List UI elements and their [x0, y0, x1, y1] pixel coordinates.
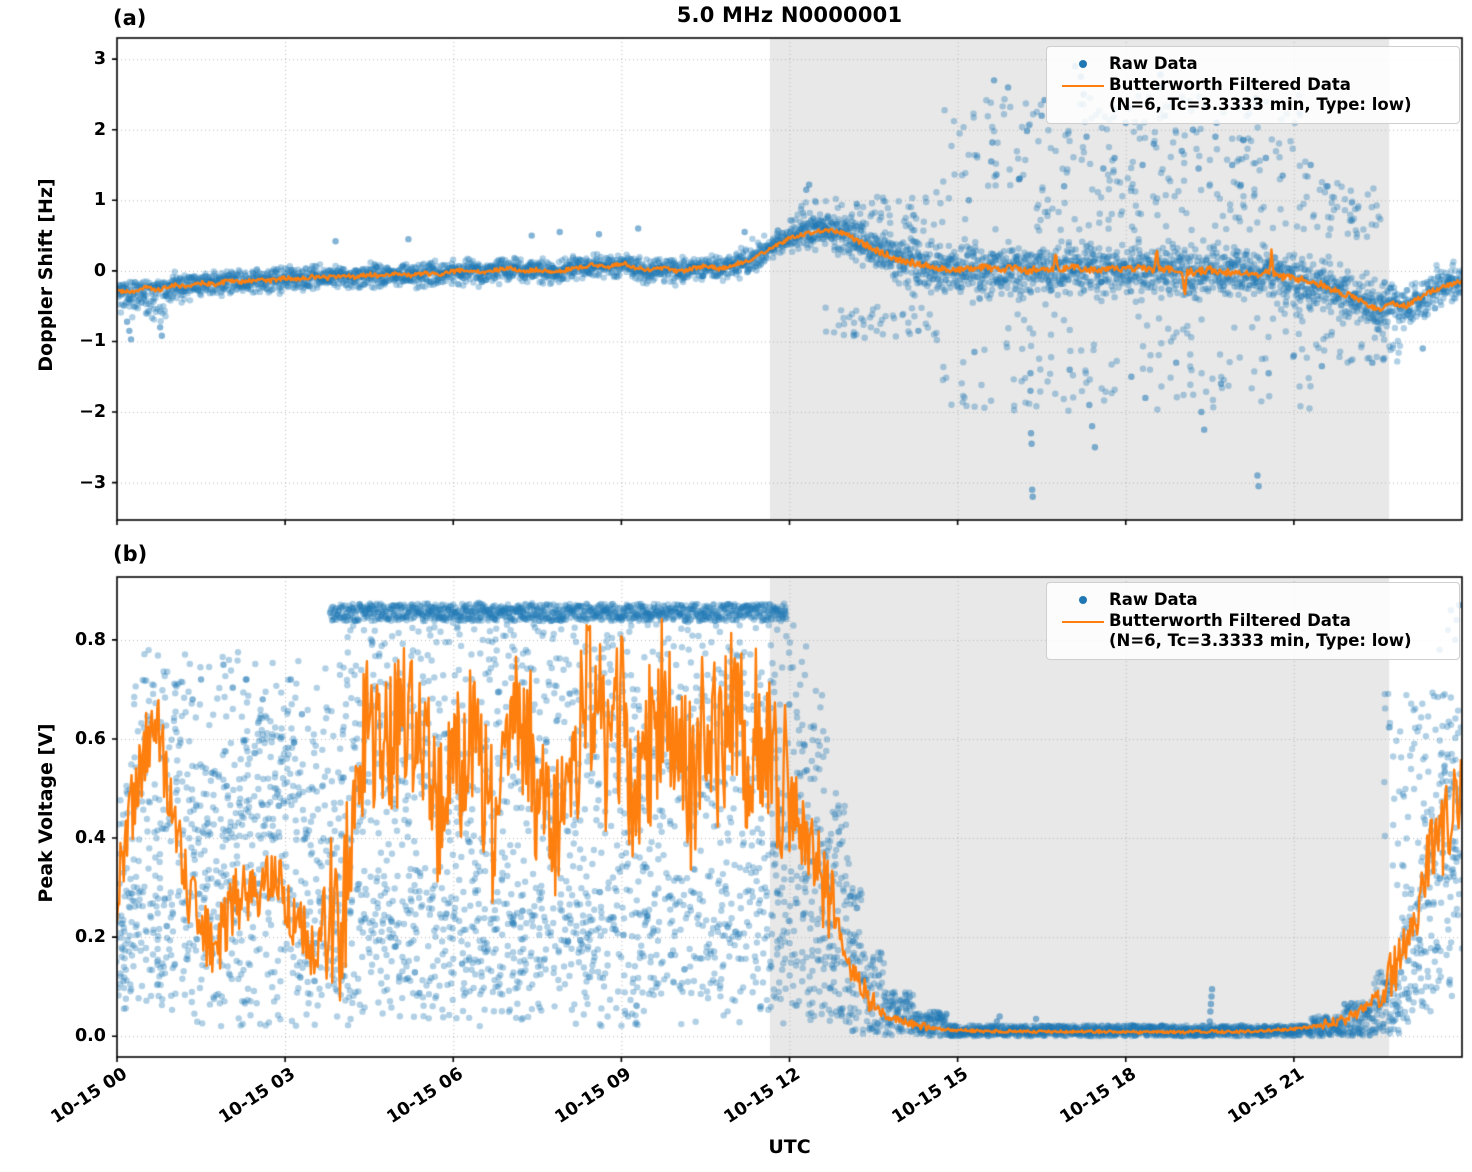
legend-filtered-label: Butterworth Filtered Data (N=6, Tc=3.333…	[1109, 611, 1449, 651]
legend-panel-a: Raw Data Butterworth Filtered Data (N=6,…	[1046, 46, 1460, 125]
filtered-line-marker-icon	[1057, 611, 1109, 624]
y-tick-label: 0.4	[74, 828, 106, 849]
legend-entry-raw: Raw Data	[1057, 590, 1449, 610]
panel-b-ylabel: Peak Voltage [V]	[35, 723, 57, 903]
legend-raw-label: Raw Data	[1109, 590, 1198, 609]
panel-a-letter: (a)	[113, 6, 147, 30]
panel-b-letter: (b)	[113, 542, 148, 566]
filtered-line-marker-icon	[1057, 75, 1109, 88]
y-tick-label: 0.6	[74, 728, 106, 749]
raw-data-marker-icon	[1057, 590, 1109, 610]
raw-data-marker-icon	[1057, 54, 1109, 74]
y-tick-label: 0	[93, 260, 106, 281]
chart-title: 5.0 MHz N0000001	[676, 3, 903, 27]
y-tick-label: −2	[79, 402, 106, 423]
legend-filtered-label-line2: (N=6, Tc=3.3333 min, Type: low)	[1109, 95, 1412, 115]
y-tick-label: 1	[93, 190, 106, 211]
legend-entry-raw: Raw Data	[1057, 54, 1449, 74]
y-tick-label: 0.8	[74, 629, 106, 650]
legend-entry-filtered: Butterworth Filtered Data (N=6, Tc=3.333…	[1057, 75, 1449, 115]
y-tick-label: −3	[79, 472, 106, 493]
legend-entry-filtered: Butterworth Filtered Data (N=6, Tc=3.333…	[1057, 611, 1449, 651]
y-tick-label: 3	[93, 49, 106, 70]
legend-filtered-label-line2: (N=6, Tc=3.3333 min, Type: low)	[1109, 631, 1412, 651]
x-axis-label: UTC	[768, 1136, 811, 1158]
legend-raw-label: Raw Data	[1109, 54, 1198, 73]
y-tick-label: −1	[79, 331, 106, 352]
y-tick-label: 0.2	[74, 927, 106, 948]
legend-panel-b: Raw Data Butterworth Filtered Data (N=6,…	[1046, 582, 1460, 661]
y-tick-label: 0.0	[74, 1026, 106, 1047]
y-tick-label: 2	[93, 119, 106, 140]
legend-filtered-label: Butterworth Filtered Data (N=6, Tc=3.333…	[1109, 75, 1449, 115]
legend-filtered-label-line1: Butterworth Filtered Data	[1109, 75, 1351, 95]
legend-filtered-label-line1: Butterworth Filtered Data	[1109, 611, 1351, 631]
